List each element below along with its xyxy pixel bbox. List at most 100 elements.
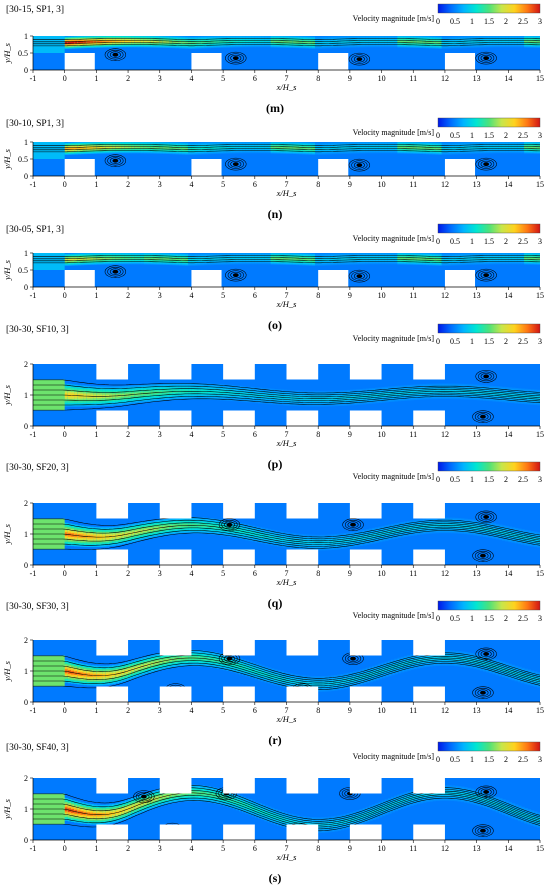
streamline xyxy=(33,42,540,45)
rib-block xyxy=(286,503,319,519)
colorbar-tick-label: 3 xyxy=(538,614,542,623)
colorbar-tick-label: 3 xyxy=(538,237,542,246)
vortex xyxy=(225,268,247,282)
rib-block xyxy=(349,364,382,380)
chart-panel: [30-10, SP1, 3]Velocity magnitude [m/s] 0… xyxy=(2,117,544,221)
vortex xyxy=(472,410,494,423)
y-axis-label: y/H_s xyxy=(2,42,12,64)
rib-block xyxy=(286,778,319,794)
x-tick-label: 4 xyxy=(189,569,193,578)
y-tick-label: 2 xyxy=(24,360,28,369)
y-tick-label: 1 xyxy=(24,138,28,147)
x-tick-label: 12 xyxy=(441,74,449,83)
rib-block xyxy=(159,549,192,565)
x-tick-label: 0 xyxy=(63,430,67,439)
velocity-field xyxy=(33,36,540,70)
y-tick-label: 2 xyxy=(24,636,28,645)
rib-block xyxy=(96,686,129,702)
colorbar-tick-label: 0 xyxy=(436,475,440,484)
vortex xyxy=(342,518,364,531)
panel-label: (o) xyxy=(268,318,282,332)
streamline xyxy=(33,657,540,685)
streamline xyxy=(33,379,540,394)
colorbar-tick-label: 0.5 xyxy=(450,475,460,484)
colorbar-title: Velocity magnitude [m/s] xyxy=(353,14,435,23)
x-tick-label: 14 xyxy=(504,844,512,853)
rib-block xyxy=(286,364,319,380)
y-tick-label: 0.5 xyxy=(18,155,28,164)
x-tick-label: 6 xyxy=(253,74,257,83)
rib-block xyxy=(223,824,255,840)
x-tick-label: 7 xyxy=(285,180,289,189)
streamline xyxy=(33,517,540,538)
case-label: [30-05, SP1, 3] xyxy=(6,225,64,235)
rib-block xyxy=(318,53,349,70)
colorbar-tick-label: 2 xyxy=(504,17,508,26)
colorbar xyxy=(437,117,541,128)
x-tick-label: 11 xyxy=(409,74,417,83)
x-tick-label: 1 xyxy=(94,569,98,578)
rib-block xyxy=(64,53,95,70)
rib-block xyxy=(413,503,445,519)
x-tick-label: 13 xyxy=(473,706,481,715)
rib-block xyxy=(413,824,445,840)
colorbar-title: Velocity magnitude [m/s] xyxy=(353,334,435,343)
x-tick-label: 12 xyxy=(441,291,449,300)
rib-block xyxy=(286,410,319,426)
vortex xyxy=(225,51,247,65)
streamline xyxy=(33,259,540,262)
case-label: [30-30, SF30, 3] xyxy=(6,602,69,612)
colorbar-tick-label: 0.5 xyxy=(450,337,460,346)
x-tick-label: -1 xyxy=(30,569,37,578)
colorbar-tick-label: 3 xyxy=(538,755,542,764)
y-tick-label: 0 xyxy=(24,698,28,707)
x-tick-label: 1 xyxy=(94,706,98,715)
case-label: [30-30, SF10, 3] xyxy=(6,325,69,335)
panel-label: (n) xyxy=(268,207,283,221)
x-axis-label: x/H_s xyxy=(276,577,298,587)
colorbar-tick-label: 2 xyxy=(504,237,508,246)
x-tick-label: 9 xyxy=(348,291,352,300)
x-tick-label: 11 xyxy=(409,706,417,715)
colorbar-tick-label: 2.5 xyxy=(518,755,528,764)
rib-block xyxy=(223,686,255,702)
x-tick-label: 3 xyxy=(158,430,162,439)
streamline xyxy=(33,38,540,40)
x-tick-label: 5 xyxy=(221,430,225,439)
streamlines xyxy=(33,144,540,172)
x-tick-label: -1 xyxy=(30,291,37,300)
rib-block xyxy=(413,410,445,426)
colorbar-tick-label: 0.5 xyxy=(450,614,460,623)
y-tick-label: 0 xyxy=(24,422,28,431)
colorbar-title: Velocity magnitude [m/s] xyxy=(353,752,435,761)
x-tick-label: 11 xyxy=(409,430,417,439)
chart-panel: [30-30, SF30, 3] Velocity magnitude [m/s]… xyxy=(2,600,544,747)
x-tick-label: 2 xyxy=(126,844,130,853)
x-tick-label: 10 xyxy=(378,844,386,853)
streamline xyxy=(33,662,540,690)
rib-block xyxy=(286,640,319,656)
x-tick-label: 4 xyxy=(189,844,193,853)
chart-panel: [30-30, SF40, 3] Velocity magnitude [m/s]… xyxy=(2,741,544,885)
vortex xyxy=(472,686,494,699)
streamline xyxy=(33,40,540,43)
vortex xyxy=(475,157,497,171)
rib-block xyxy=(286,549,319,565)
colorbar-tick-label: 3 xyxy=(538,17,542,26)
rib-block xyxy=(413,364,445,380)
x-tick-label: 3 xyxy=(158,844,162,853)
x-tick-label: 3 xyxy=(158,706,162,715)
rib-block xyxy=(413,549,445,565)
colorbar-tick-label: 1 xyxy=(470,17,474,26)
x-tick-label: 15 xyxy=(536,569,544,578)
case-label: [30-30, SF20, 3] xyxy=(6,463,69,473)
x-tick-label: 8 xyxy=(316,430,320,439)
rib-block xyxy=(96,824,129,840)
x-tick-label: 5 xyxy=(221,569,225,578)
x-tick-label: 5 xyxy=(221,706,225,715)
panel-label: (m) xyxy=(266,101,284,115)
rib-block xyxy=(159,824,192,840)
x-tick-label: 0 xyxy=(63,74,67,83)
vortex xyxy=(104,154,127,167)
